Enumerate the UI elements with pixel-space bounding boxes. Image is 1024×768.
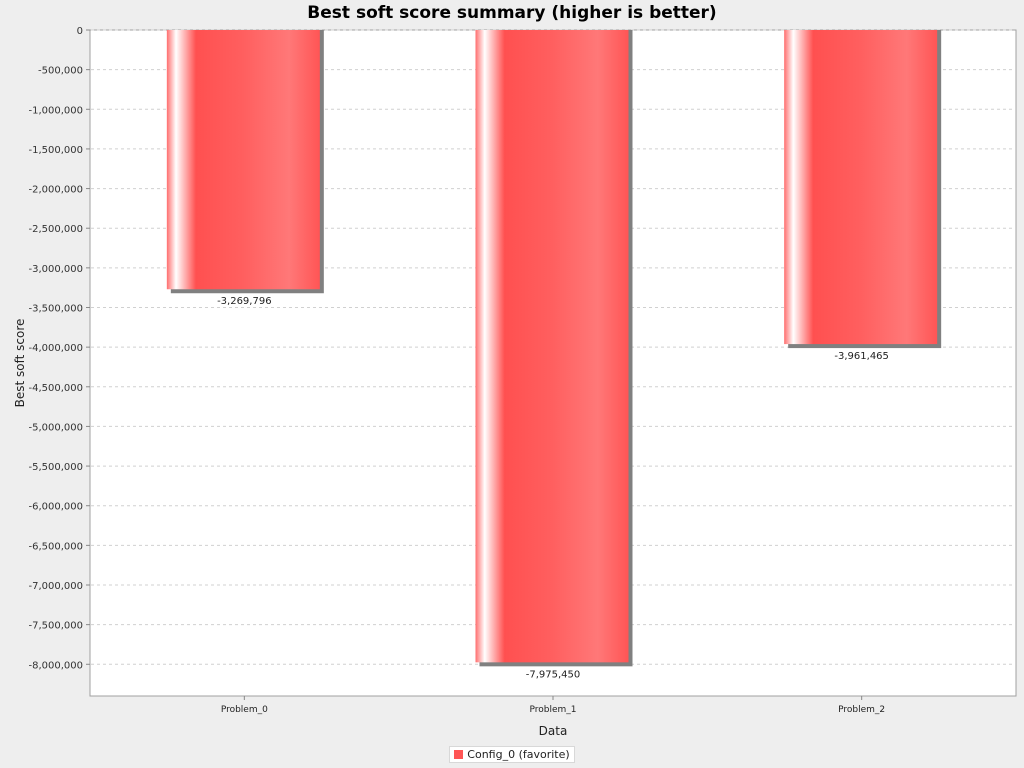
bar-value-label: -3,961,465 [834, 351, 889, 362]
y-axis-label: Best soft score [13, 319, 27, 408]
y-tick-label: -7,500,000 [28, 621, 83, 632]
bar[interactable] [475, 30, 629, 663]
y-tick-label: -2,000,000 [28, 185, 83, 196]
y-tick-label: -3,500,000 [28, 304, 83, 315]
y-tick-label: -2,500,000 [28, 224, 83, 235]
bar-value-label: -3,269,796 [217, 296, 272, 307]
y-tick-label: -1,500,000 [28, 145, 83, 156]
y-tick-label: -4,000,000 [28, 343, 83, 354]
y-tick-label: -6,500,000 [28, 541, 83, 552]
bar[interactable] [166, 30, 320, 290]
bars: -3,269,796 -7,975,450 -3,961,465 [166, 30, 942, 680]
x-tick-labels: Problem_0 Problem_1 Problem_2 [221, 696, 885, 715]
y-tick-label: -7,000,000 [28, 581, 83, 592]
legend-swatch [454, 750, 464, 759]
y-tick-label: 0 [77, 26, 83, 37]
y-tick-label: -5,500,000 [28, 462, 83, 473]
bar[interactable] [784, 30, 938, 345]
y-tick-label: -1,000,000 [28, 105, 83, 116]
legend-label: Config_0 (favorite) [467, 748, 570, 761]
legend-item: Config_0 (favorite) [449, 746, 575, 763]
y-tick-label: -5,000,000 [28, 422, 83, 433]
x-tick-label: Problem_2 [838, 705, 885, 715]
y-tick-labels: 0 -500,000 -1,000,000 -1,500,000 -2,000,000 -… [28, 26, 90, 671]
legend: Config_0 (favorite) [0, 746, 1024, 763]
x-axis-label: Data [539, 724, 568, 738]
chart-title: Best soft score summary (higher is bette… [307, 3, 717, 23]
y-tick-label: -8,000,000 [28, 660, 83, 671]
y-tick-label: -6,000,000 [28, 502, 83, 513]
x-tick-label: Problem_0 [221, 705, 268, 715]
y-tick-label: -4,500,000 [28, 383, 83, 394]
bar-value-label: -7,975,450 [526, 669, 581, 680]
y-tick-label: -500,000 [38, 66, 83, 77]
y-tick-label: -3,000,000 [28, 264, 83, 275]
x-tick-label: Problem_1 [529, 705, 576, 715]
